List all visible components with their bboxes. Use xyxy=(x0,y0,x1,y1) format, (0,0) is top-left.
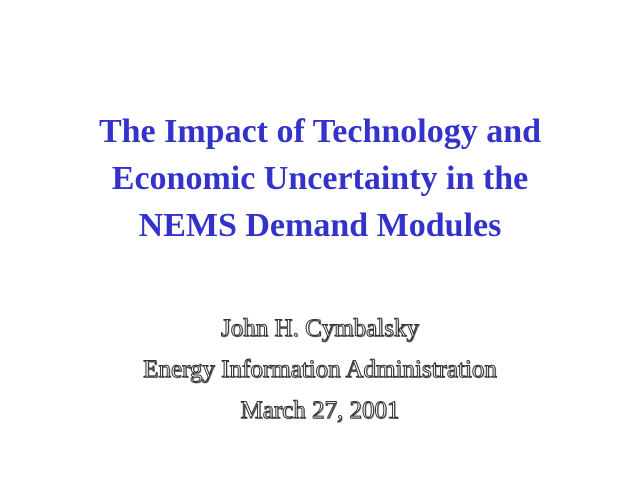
organization-name: Energy Information Administration xyxy=(143,356,498,384)
slide-subtitle: John H. Cymbalsky Energy Information Adm… xyxy=(20,308,620,431)
title-line-3: NEMS Demand Modules xyxy=(138,207,502,244)
author-name: John H. Cymbalsky xyxy=(221,315,420,343)
slide-title: The Impact of Technology and Economic Un… xyxy=(20,108,620,249)
presentation-date: March 27, 2001 xyxy=(240,397,400,425)
title-line-1: The Impact of Technology and xyxy=(98,113,542,150)
title-line-2: Economic Uncertainty in the xyxy=(111,160,529,197)
